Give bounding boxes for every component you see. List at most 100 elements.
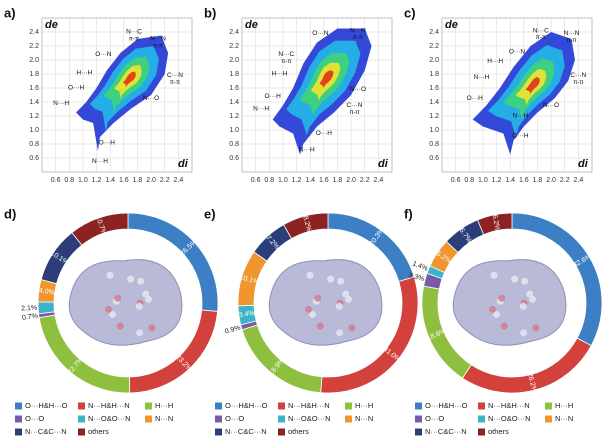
y-tick-label: 2.0 — [429, 57, 439, 64]
legend-swatch — [278, 429, 285, 436]
annotation-note: π-π — [349, 110, 359, 116]
surface-spot — [348, 324, 355, 331]
x-tick-label: 1.6 — [519, 177, 529, 184]
legend-swatch — [15, 429, 22, 436]
legend-label: O···H&H···O — [25, 401, 68, 410]
panel-label: d) — [4, 206, 16, 221]
annotation: N···C — [278, 51, 294, 58]
surface-spot — [511, 276, 518, 283]
x-tick-label: 1.8 — [333, 177, 343, 184]
x-tick-label: 1.6 — [119, 177, 129, 184]
y-tick-label: 1.4 — [29, 99, 39, 106]
x-tick-label: 0.6 — [51, 177, 61, 184]
legend-swatch — [215, 429, 222, 436]
donut-segment — [38, 302, 55, 314]
annotation: N···N — [150, 36, 166, 43]
annotation: H···H — [487, 58, 503, 65]
y-axis-label: de — [445, 19, 458, 31]
legend-swatch — [78, 416, 85, 423]
surface-spot — [127, 276, 134, 283]
panel-label: f) — [404, 206, 413, 221]
y-tick-label: 2.2 — [429, 43, 439, 50]
legend-label: N···O&O···N — [488, 414, 531, 423]
donut-segment — [462, 338, 591, 393]
legend-swatch — [215, 403, 222, 410]
annotation-note: π-π — [353, 35, 363, 41]
y-tick-label: 1.2 — [429, 113, 439, 120]
legend-label: N···C&C···N — [25, 427, 67, 436]
legend-label: others — [288, 427, 309, 436]
surface-spot — [307, 272, 314, 279]
legend-swatch — [278, 403, 285, 410]
x-tick-label: 2.0 — [346, 177, 356, 184]
surface-spot — [521, 278, 528, 285]
y-tick-label: 1.0 — [29, 127, 39, 134]
y-tick-label: 1.0 — [229, 127, 239, 134]
x-tick-label: 0.8 — [464, 177, 474, 184]
legend-label: O···H&H···O — [425, 401, 468, 410]
x-axis-label: di — [178, 158, 189, 170]
annotation: C···N — [347, 102, 363, 109]
y-tick-label: 1.8 — [229, 71, 239, 78]
legend-label: N···H&H···N — [288, 401, 330, 410]
y-tick-label: 2.4 — [429, 29, 439, 36]
y-tick-label: 0.6 — [229, 155, 239, 162]
panel-label: e) — [204, 206, 216, 221]
legend-swatch — [215, 416, 222, 423]
annotation: O···H — [467, 95, 484, 102]
annotation: N···H — [92, 158, 108, 165]
annotation-note: π-π — [566, 38, 576, 44]
surface-spot — [137, 278, 144, 285]
x-tick-label: 2.0 — [546, 177, 556, 184]
y-tick-label: 0.6 — [29, 155, 39, 162]
legend-label: O···O — [25, 414, 44, 423]
legend-swatch — [15, 416, 22, 423]
y-tick-label: 1.6 — [29, 85, 39, 92]
y-tick-label: 0.8 — [29, 141, 39, 148]
legend-swatch — [345, 416, 352, 423]
y-tick-label: 1.4 — [429, 99, 439, 106]
annotation: N···N — [564, 30, 580, 37]
x-tick-label: 1.4 — [505, 177, 515, 184]
legend-label: O···O — [425, 414, 444, 423]
legend-label: N···H&H···N — [88, 401, 130, 410]
legend-label: O···H&H···O — [225, 401, 268, 410]
x-axis-label: di — [578, 158, 589, 170]
surface-spot — [501, 323, 508, 330]
legend-label: others — [88, 427, 109, 436]
legend-label: N···N — [155, 414, 173, 423]
surface-spot — [336, 303, 343, 310]
x-axis-label: di — [378, 158, 389, 170]
x-tick-label: 2.4 — [373, 177, 383, 184]
y-tick-label: 0.8 — [429, 141, 439, 148]
annotation-note: π-π — [129, 37, 139, 43]
annotation-note: π-π — [536, 35, 546, 41]
annotation: C···N — [167, 72, 183, 79]
annotation: N···H — [53, 100, 69, 107]
legend-swatch — [415, 416, 422, 423]
legend-label: N···O&O···N — [288, 414, 331, 423]
value-label: 0.7% — [22, 313, 39, 322]
surface-spot — [317, 323, 324, 330]
y-tick-label: 2.4 — [29, 29, 39, 36]
x-tick-label: 1.0 — [278, 177, 288, 184]
annotation: O···N — [312, 30, 329, 37]
legend-label: H···H — [355, 401, 373, 410]
y-tick-label: 1.2 — [29, 113, 39, 120]
legend-swatch — [478, 403, 485, 410]
legend-swatch — [15, 403, 22, 410]
y-tick-label: 0.6 — [429, 155, 439, 162]
x-tick-label: 1.8 — [533, 177, 543, 184]
surface-spot — [105, 306, 112, 313]
surface-spot — [148, 324, 155, 331]
legend-label: N···O&O···N — [88, 414, 131, 423]
annotation: O···H — [316, 130, 333, 137]
surface-spot — [520, 303, 527, 310]
surface-spot — [117, 323, 124, 330]
annotation: H···H — [272, 71, 288, 78]
surface-spot — [136, 303, 143, 310]
y-axis-label: de — [245, 19, 258, 31]
value-label: 2.1% — [21, 305, 37, 313]
surface-spot — [136, 329, 143, 336]
panel-label: b) — [204, 5, 216, 20]
